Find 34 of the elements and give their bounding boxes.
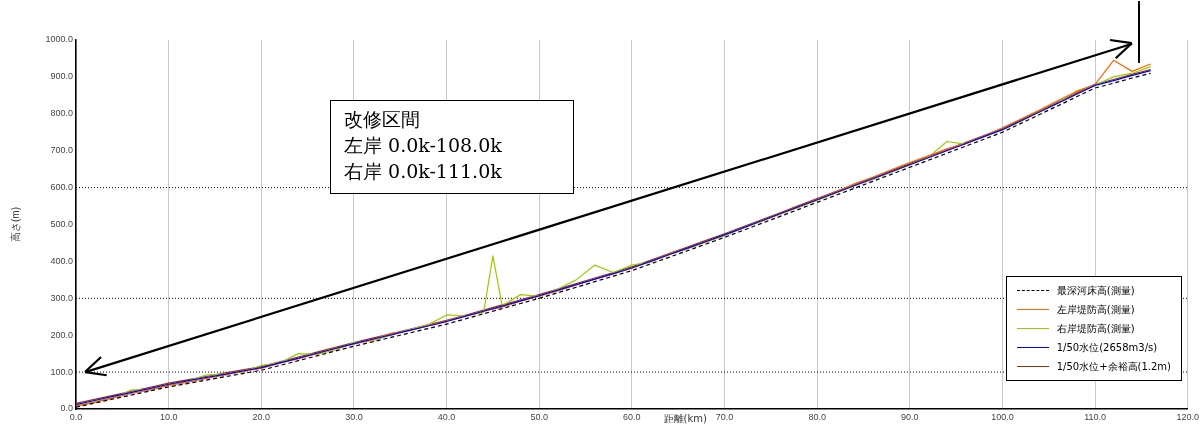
- annotation: 改修区間: [344, 107, 421, 132]
- y-tick-label: 900.0: [50, 71, 73, 82]
- y-tick-label: 200.0: [50, 329, 73, 340]
- y-tick-label: 800.0: [50, 108, 73, 119]
- y-tick-label: 700.0: [50, 145, 73, 156]
- x-tick-label: 60.0: [623, 411, 641, 422]
- x-tick-label: 90.0: [901, 411, 919, 422]
- x-tick-label: 40.0: [437, 411, 456, 422]
- legend-label: 最深河床高(測量): [1056, 283, 1135, 298]
- y-tick-label: 1000.0: [45, 34, 73, 45]
- x-tick-label: 0.0: [69, 411, 83, 422]
- legend-label: 1/50水位(2658m3/s): [1056, 340, 1158, 355]
- x-tick-label: 50.0: [530, 411, 548, 422]
- x-tick-label: 80.0: [808, 411, 826, 422]
- legend-label: 左岸堤防高(測量): [1056, 302, 1135, 317]
- x-axis-title: 距離(km): [663, 412, 707, 424]
- y-tick-label: 300.0: [50, 292, 73, 303]
- legend-label: 1/50水位+余裕高(1.2m): [1056, 359, 1172, 374]
- legend-label: 右岸堤防高(測量): [1056, 321, 1135, 336]
- y-tick-label: 100.0: [50, 366, 73, 377]
- x-tick-label: 30.0: [345, 411, 363, 422]
- y-axis-title: 高さ(m): [9, 207, 21, 242]
- y-tick-label: 400.0: [50, 255, 73, 266]
- annotation: 左岸 0.0k-108.0k: [344, 133, 502, 158]
- y-tick-label: 600.0: [50, 182, 73, 193]
- y-tick-label: 0.0: [60, 403, 73, 414]
- x-tick-label: 10.0: [159, 411, 178, 422]
- annotation: 右岸 0.0k-111.0k: [344, 159, 502, 184]
- x-tick-label: 120.0: [1176, 411, 1199, 422]
- x-tick-label: 100.0: [991, 411, 1014, 422]
- x-tick-label: 70.0: [715, 411, 734, 422]
- x-tick-label: 110.0: [1084, 411, 1107, 422]
- x-tick-label: 20.0: [252, 411, 271, 422]
- y-tick-label: 500.0: [50, 218, 73, 229]
